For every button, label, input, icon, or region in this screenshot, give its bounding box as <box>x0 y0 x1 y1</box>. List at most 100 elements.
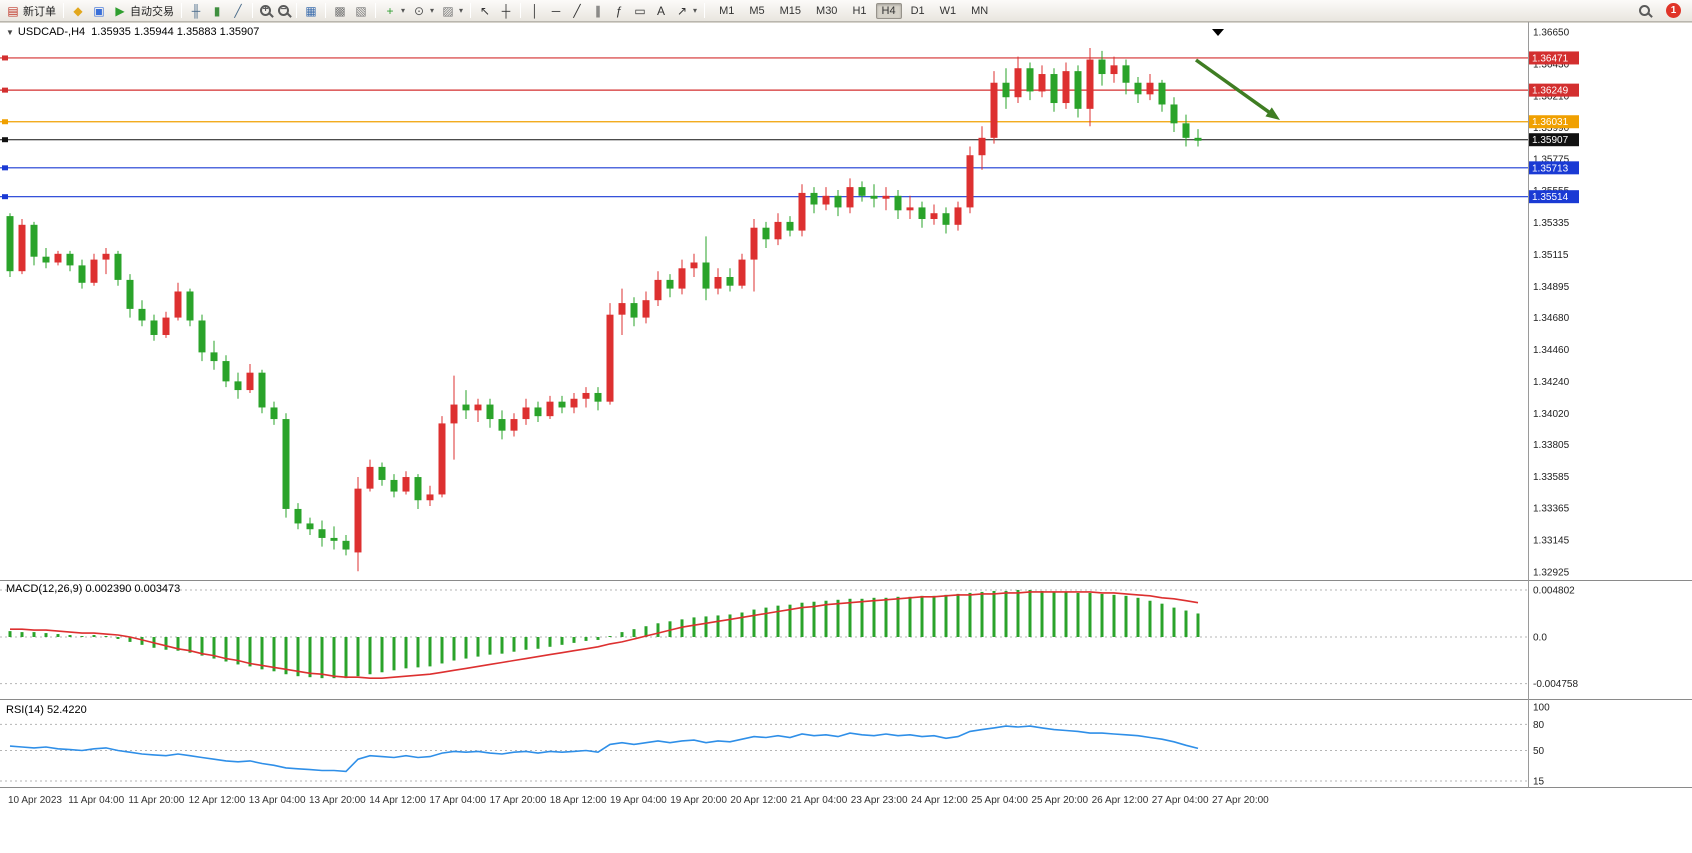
candle <box>1074 65 1082 118</box>
chart-profiles-button[interactable]: ◆ <box>68 1 88 21</box>
line-handle[interactable] <box>2 119 8 125</box>
periods-button[interactable]: ⊙ <box>409 1 437 21</box>
candle-body <box>690 262 698 269</box>
tile-windows-button[interactable]: ▦ <box>301 1 321 21</box>
candle-body <box>282 419 290 509</box>
candle <box>798 184 806 237</box>
price-axis-label: 1.36210 <box>1533 91 1570 102</box>
new-order-button[interactable]: ▤ 新订单 <box>3 1 59 21</box>
candle <box>54 250 62 266</box>
cascade-windows-button[interactable]: ▧ <box>351 1 371 21</box>
timeframe-m30[interactable]: M30 <box>816 4 838 17</box>
channel-button[interactable]: ∥ <box>588 1 608 21</box>
price-axis-label: 1.35335 <box>1533 218 1570 229</box>
chart-plot[interactable] <box>0 22 1528 580</box>
vertical-line-button[interactable]: │ <box>525 1 545 21</box>
cursor-icon: ↖ <box>480 3 491 18</box>
date-label: 19 Apr 20:00 <box>670 795 727 806</box>
price-badge-label: 1.36471 <box>1532 53 1569 64</box>
scroll-position-marker[interactable] <box>1212 29 1224 36</box>
date-label: 25 Apr 04:00 <box>971 795 1028 806</box>
line-chart-button[interactable]: ╱ <box>228 1 248 21</box>
candle-body <box>1134 82 1142 95</box>
trend-arrow-head <box>1265 107 1280 120</box>
candle-body <box>666 279 674 289</box>
zoom-in-icon: + <box>260 4 271 16</box>
timeframe-m1[interactable]: M1 <box>719 4 735 17</box>
candle-body <box>210 352 218 362</box>
candle <box>258 369 266 414</box>
timeframe-h4[interactable]: H4 <box>875 2 902 19</box>
line-handle[interactable] <box>2 165 8 171</box>
date-label: 20 Apr 12:00 <box>730 795 787 806</box>
candle <box>714 268 722 295</box>
date-label: 17 Apr 04:00 <box>429 795 486 806</box>
price-chart-svg[interactable]: 1.36650 1.36430 1.36210 1.35990 1.35775 1.355… <box>0 22 1692 853</box>
price-badge-label: 1.36249 <box>1532 86 1569 97</box>
candlestick-button[interactable]: ▮ <box>207 1 227 21</box>
candle-body <box>378 466 386 480</box>
notification-badge[interactable]: 1 <box>1666 3 1681 18</box>
arrows-tool-button[interactable]: ↗ <box>672 1 700 21</box>
macd-axis-label: 0.004802 <box>1533 585 1575 596</box>
candle-body <box>6 216 14 272</box>
indicators-button[interactable]: + <box>380 1 408 21</box>
line-handle[interactable] <box>2 87 8 93</box>
candle <box>438 416 446 498</box>
market-watch-button[interactable]: ▣ <box>89 1 109 21</box>
fibonacci-button[interactable]: ƒ <box>609 1 629 21</box>
line-handle[interactable] <box>2 194 8 200</box>
toolbar-separator <box>325 3 326 18</box>
candle <box>222 355 230 388</box>
candle-body <box>558 401 566 408</box>
timeframe-m15[interactable]: M15 <box>779 4 802 17</box>
timeframe-mn[interactable]: MN <box>971 4 989 17</box>
candle <box>186 288 194 327</box>
templates-button[interactable]: ▨ <box>438 1 466 21</box>
arrange-windows-button[interactable]: ▩ <box>330 1 350 21</box>
vertical-line-icon: │ <box>531 3 539 18</box>
auto-trading-button[interactable]: ▶ 自动交易 <box>110 1 177 21</box>
candle-body <box>642 300 650 318</box>
price-axis-label: 1.33805 <box>1533 440 1570 451</box>
date-label: 27 Apr 04:00 <box>1152 795 1209 806</box>
candle <box>990 71 998 144</box>
timeframe-w1[interactable]: W1 <box>939 4 957 17</box>
crosshair-button[interactable]: ┼ <box>496 1 516 21</box>
price-axis-label: 1.33585 <box>1533 472 1570 483</box>
horizontal-line-button[interactable]: ─ <box>546 1 566 21</box>
candle-body <box>414 477 422 501</box>
trendline-button[interactable]: ╱ <box>567 1 587 21</box>
zoom-in-button[interactable]: + <box>257 1 274 21</box>
line-handle[interactable] <box>2 55 8 61</box>
price-axis-label: 1.34460 <box>1533 345 1570 356</box>
timeframe-h1[interactable]: H1 <box>852 4 867 17</box>
candle <box>642 291 650 324</box>
text-button[interactable]: A <box>651 1 671 21</box>
price-badge-label: 1.35907 <box>1532 135 1569 146</box>
candle <box>198 314 206 362</box>
candle-body <box>90 259 98 283</box>
candle <box>1182 114 1190 147</box>
candle <box>366 459 374 492</box>
candle <box>498 410 506 440</box>
timeframe-m5[interactable]: M5 <box>749 4 765 17</box>
search-button[interactable] <box>1636 1 1653 21</box>
candle-body <box>366 466 374 489</box>
trend-arrow[interactable] <box>1194 58 1273 116</box>
candle <box>546 395 554 420</box>
cursor-button[interactable]: ↖ <box>475 1 495 21</box>
timeframe-d1[interactable]: D1 <box>910 4 925 17</box>
candle-body <box>450 404 458 424</box>
shapes-button[interactable]: ▭ <box>630 1 650 21</box>
ohlc-bars-button[interactable]: ╫ <box>186 1 206 21</box>
zoom-out-button[interactable]: − <box>275 1 292 21</box>
chart-dropdown-icon[interactable]: ▼ <box>6 28 14 37</box>
candle <box>1158 79 1166 112</box>
price-badge <box>1529 83 1579 97</box>
candle-body <box>234 381 242 391</box>
fibonacci-icon: ƒ <box>615 3 623 18</box>
line-handle[interactable] <box>2 137 8 143</box>
candle-body <box>54 253 62 263</box>
candle-body <box>834 195 842 208</box>
